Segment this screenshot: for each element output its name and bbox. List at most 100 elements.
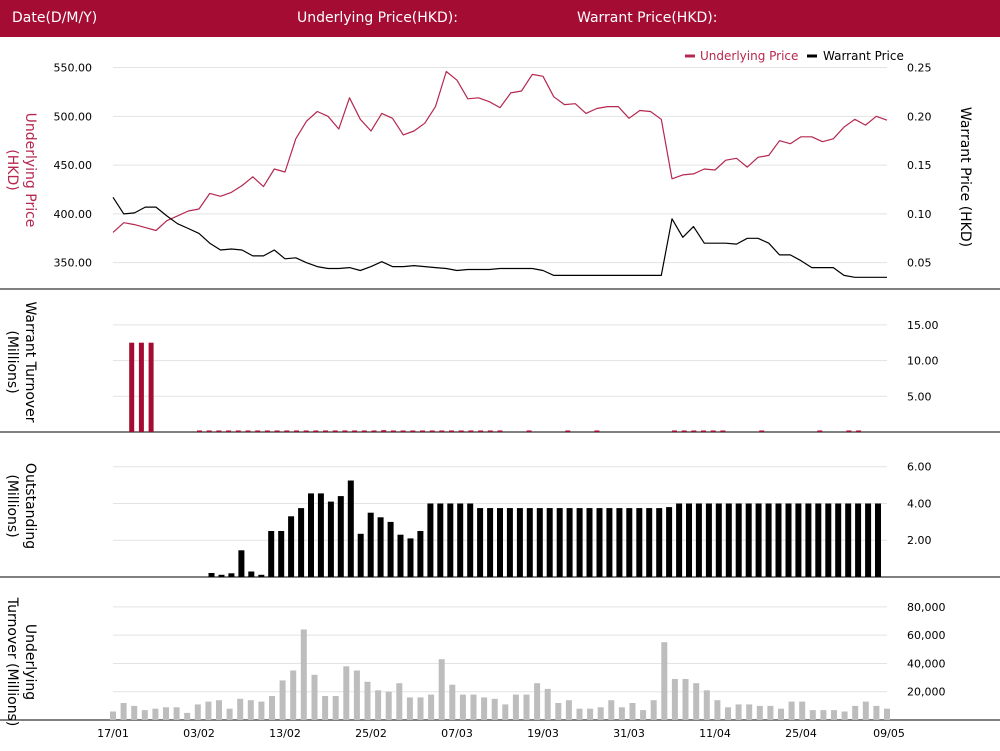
warrant-turnover-bar <box>245 430 251 432</box>
underlying-turnover-bar <box>618 707 625 720</box>
warrant-turnover-bar <box>197 430 202 432</box>
warrant-turnover-bar <box>846 430 852 432</box>
warrant-turnover-bar <box>284 430 290 432</box>
underlying-turnover-bar <box>608 700 615 720</box>
underlying-turnover-bar <box>778 708 784 720</box>
warrant-turnover-bar <box>361 430 367 432</box>
underlying-turnover-bar <box>258 701 265 720</box>
underlying-turnover-bar <box>576 708 583 720</box>
outstanding-bar <box>288 516 295 577</box>
underlying-turnover-bar <box>799 701 806 720</box>
underlying-turnover-y-tick-label: 80,000 <box>907 601 946 614</box>
warrant-turnover-bar <box>565 430 571 432</box>
underlying-turnover-bar <box>163 707 169 720</box>
underlying-turnover-bar <box>152 708 159 720</box>
underlying-turnover-bar <box>629 703 636 720</box>
warrant-turnover-bar <box>342 430 348 432</box>
outstanding-bar <box>526 508 533 577</box>
right-y-tick-label: 0.10 <box>907 208 932 221</box>
outstanding-bar <box>695 503 702 577</box>
outstanding-y-tick-label: 6.00 <box>907 461 932 474</box>
outstanding-bar <box>487 508 494 577</box>
x-tick-label: 03/02 <box>183 727 215 740</box>
underlying-turnover-bar <box>417 697 424 720</box>
underlying-turnover-bar <box>375 690 382 720</box>
underlying-turnover-bar <box>852 705 859 720</box>
outstanding-bar <box>387 521 394 577</box>
right-y-tick-label: 0.15 <box>907 159 932 172</box>
warrant-turnover-y-tick-label: 10.00 <box>907 355 939 368</box>
warrant-turnover-bar <box>303 430 309 432</box>
underlying-turnover-bar <box>141 710 148 720</box>
underlying-turnover-bar <box>788 701 795 720</box>
outstanding-bar <box>755 503 762 577</box>
warrant-turnover-bar <box>691 430 697 432</box>
right-y-tick-label: 0.05 <box>907 257 932 270</box>
warrant-turnover-bar <box>701 430 706 432</box>
warrant-turnover-y-tick-label: 5.00 <box>907 390 932 403</box>
outstanding-bar <box>497 508 503 577</box>
underlying-turnover-bar <box>555 703 562 720</box>
x-tick-label: 11/04 <box>699 727 731 740</box>
warrant-turnover-bar <box>264 430 270 432</box>
underlying-turnover-bar <box>290 670 297 720</box>
underlying-turnover-bar <box>491 698 498 720</box>
outstanding-bar <box>477 508 484 577</box>
underlying-turnover-bar <box>428 694 435 720</box>
outstanding-bar <box>576 508 583 577</box>
warrant-turnover-bar <box>148 342 154 432</box>
x-tick-label: 13/02 <box>269 727 301 740</box>
left-y-tick-label: 400.00 <box>54 208 93 221</box>
warrant-turnover-bar <box>458 430 464 432</box>
underlying-turnover-bar <box>873 705 880 720</box>
underlying-turnover-bar <box>470 694 477 720</box>
legend-warrant-label: Warrant Price <box>823 49 904 63</box>
underlying-turnover-bar <box>120 703 127 720</box>
warrant-turnover-bar <box>332 430 338 432</box>
warrant-turnover-bar <box>681 430 687 432</box>
warrant-turnover-bar <box>410 430 416 432</box>
left-y-axis-label: Underlying Price(HKD) <box>4 113 38 228</box>
outstanding-bar <box>208 573 215 577</box>
outstanding-bar <box>556 508 563 577</box>
underlying-turnover-bar <box>703 690 710 720</box>
warrant-turnover-bar <box>420 430 425 432</box>
warrant-turnover-bar <box>323 430 328 432</box>
outstanding-bar <box>397 534 404 577</box>
outstanding-bar <box>427 503 434 577</box>
warrant-turnover-bar <box>206 430 212 432</box>
underlying-turnover-bar <box>385 691 392 720</box>
warrant-turnover-bar <box>856 430 862 432</box>
underlying-turnover-bar <box>311 674 318 720</box>
outstanding-bar <box>367 512 374 577</box>
outstanding-bar <box>377 517 384 577</box>
underlying-turnover-bar <box>131 705 138 720</box>
underlying-turnover-bar <box>279 680 286 720</box>
warrant-turnover-bar <box>449 430 454 432</box>
outstanding-bar <box>596 508 603 577</box>
outstanding-bar <box>437 503 444 577</box>
underlying-turnover-y-tick-label: 40,000 <box>907 657 946 670</box>
warrant-turnover-bar <box>294 430 299 432</box>
right-y-axis-label: Warrant Price (HKD) <box>957 107 973 247</box>
outstanding-bar <box>347 480 354 577</box>
underlying-turnover-y-axis-label: UnderlyingTurnover (Millions) <box>4 597 38 727</box>
outstanding-bar <box>467 503 474 577</box>
underlying-turnover-bar <box>110 711 116 720</box>
outstanding-bar <box>725 503 732 577</box>
outstanding-bar <box>686 503 692 577</box>
outstanding-bar <box>238 550 245 577</box>
underlying-turnover-bar <box>735 704 742 720</box>
x-tick-label: 19/03 <box>527 727 559 740</box>
warrant-turnover-bar <box>216 430 222 432</box>
outstanding-bar <box>546 508 553 577</box>
outstanding-bar <box>327 501 334 577</box>
warrant-turnover-bar <box>439 430 445 432</box>
underlying-turnover-y-tick-label: 60,000 <box>907 629 946 642</box>
outstanding-bar <box>278 531 285 577</box>
chart-area: 550.00 500.00 450.00 400.00 350.00 0.25 0.20 0.… <box>0 49 1000 740</box>
right-y-tick-label: 0.20 <box>907 110 932 123</box>
date-label: Date(D/M/Y) <box>12 10 98 26</box>
outstanding-bar <box>765 503 772 577</box>
underlying-turnover-bar <box>650 700 657 720</box>
